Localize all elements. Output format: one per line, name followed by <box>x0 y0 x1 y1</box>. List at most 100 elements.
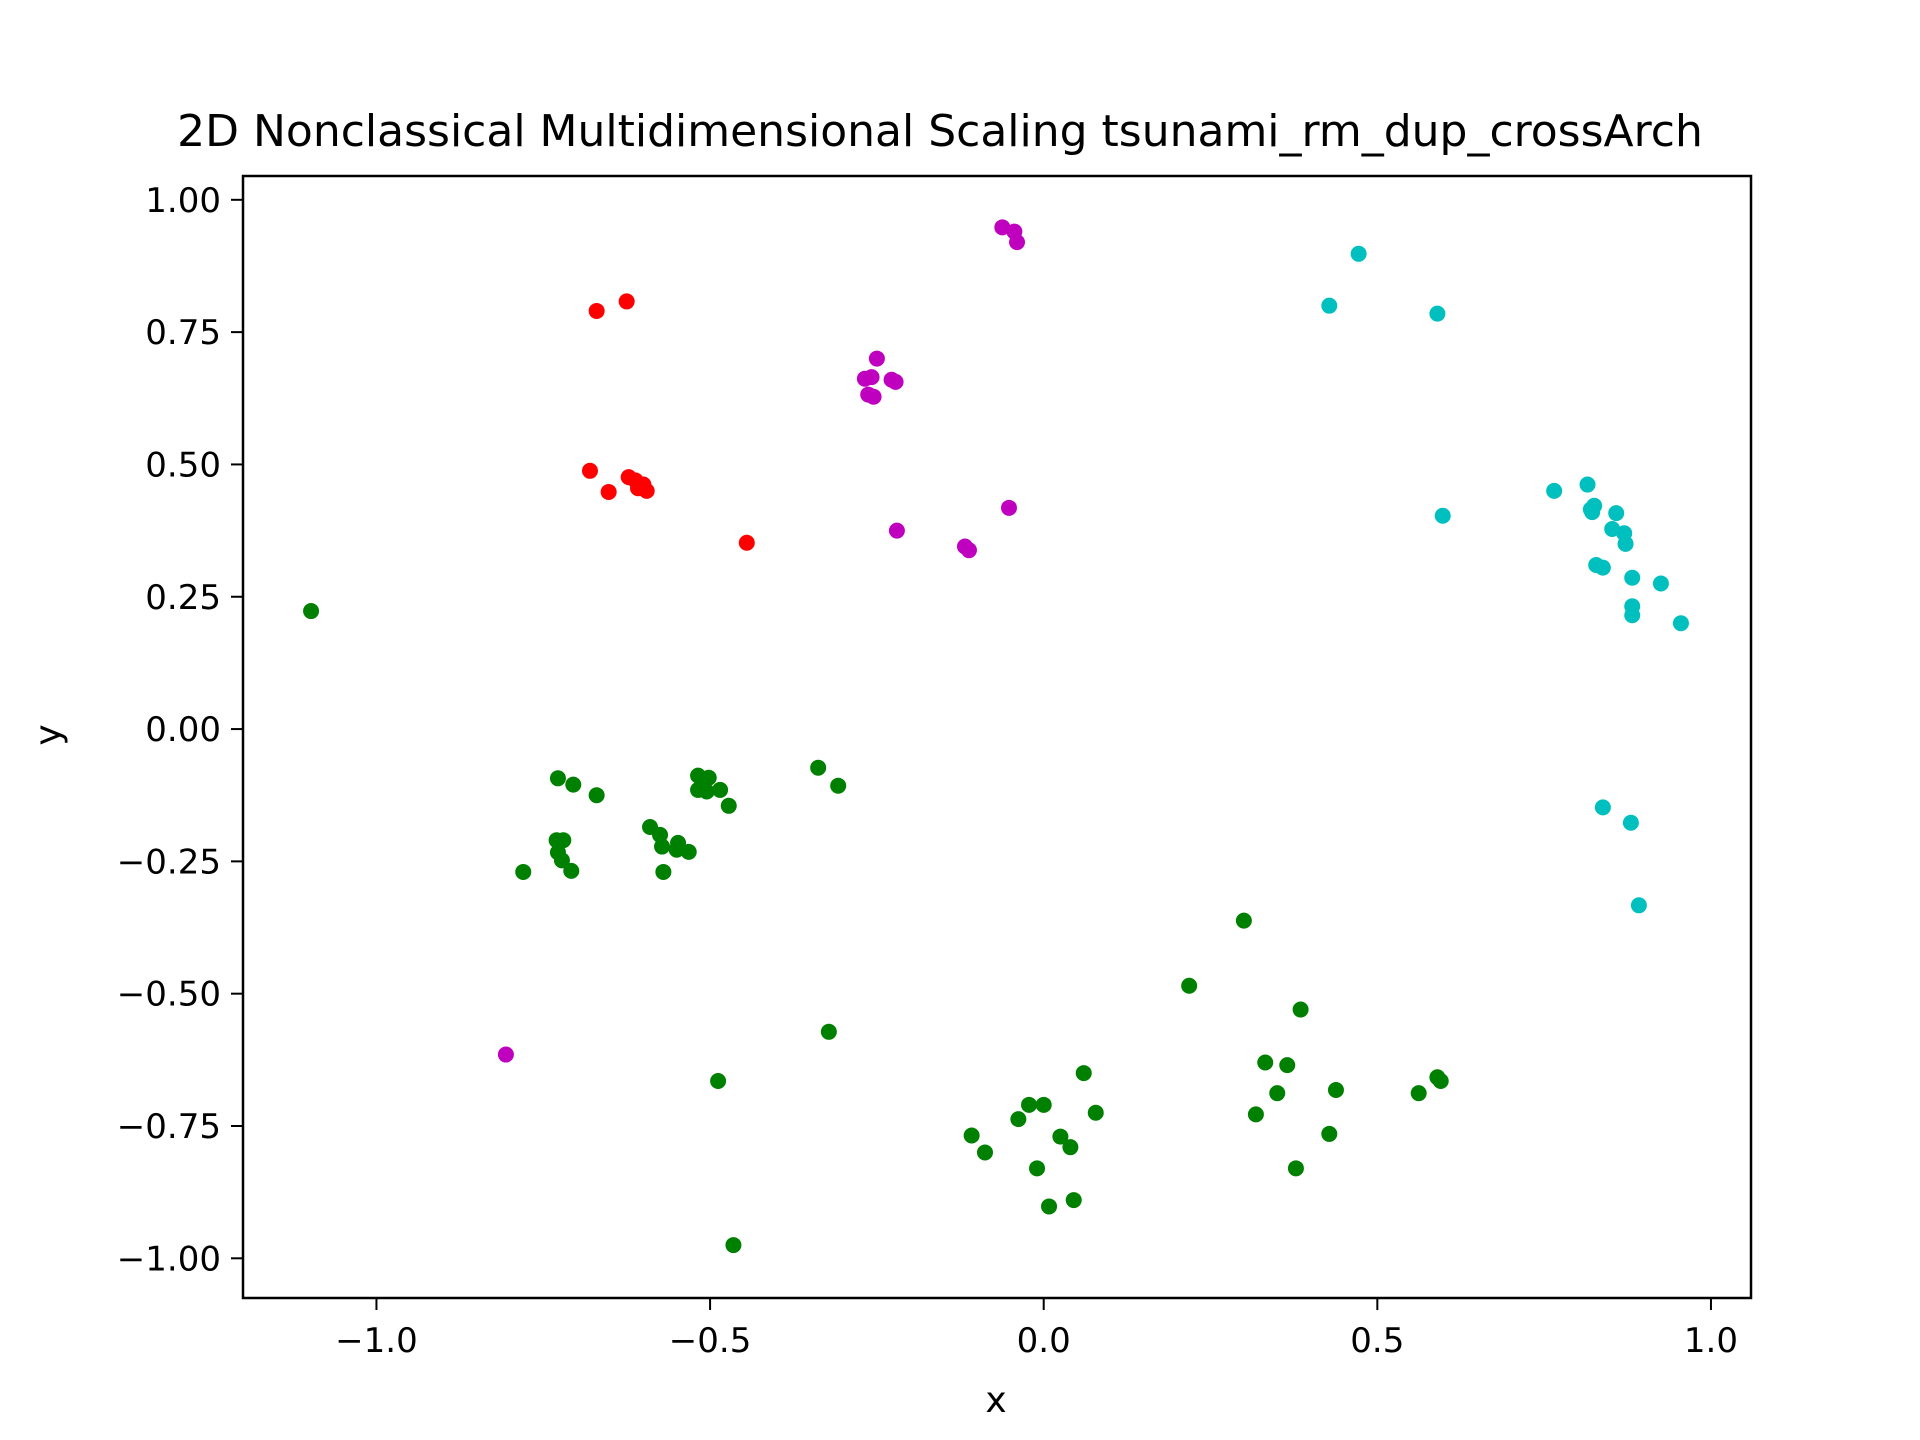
data-point <box>668 841 685 858</box>
y-tick-label: −0.75 <box>117 1107 221 1147</box>
data-point <box>1235 912 1252 929</box>
data-point <box>555 832 572 849</box>
data-point <box>1617 535 1634 552</box>
data-point <box>1321 1125 1338 1142</box>
data-point <box>1041 1198 1058 1215</box>
data-point <box>1652 575 1669 592</box>
data-point <box>1604 521 1621 538</box>
data-point <box>1035 1096 1052 1113</box>
chart-title: 2D Nonclassical Multidimensional Scaling… <box>177 106 1703 157</box>
data-point <box>654 838 671 855</box>
y-axis: 1.00 0.75 0.50 0.25 0.00 −0.25 −0.50 −0.75 −1.00 <box>117 181 243 1279</box>
y-tick-label: −1.00 <box>117 1239 221 1279</box>
series-0 <box>581 293 755 551</box>
x-axis: −1.0 −0.5 0.0 0.5 1.0 <box>335 1298 1738 1361</box>
data-point <box>588 787 605 804</box>
data-point <box>638 482 655 499</box>
data-point <box>1292 1001 1309 1018</box>
data-point <box>810 759 827 776</box>
data-point <box>588 302 605 319</box>
data-point <box>1630 897 1647 914</box>
y-tick-label: 1.00 <box>145 181 221 221</box>
data-point <box>680 843 697 860</box>
x-tick-label: −1.0 <box>335 1321 418 1361</box>
data-point <box>720 797 737 814</box>
data-point <box>888 522 905 539</box>
data-point <box>1247 1106 1264 1123</box>
x-axis-label: x <box>985 1380 1006 1421</box>
data-point <box>1052 1128 1069 1145</box>
data-point <box>963 1127 980 1144</box>
data-point <box>865 388 882 405</box>
data-point <box>581 462 598 479</box>
series-2 <box>1321 245 1689 914</box>
data-point <box>1410 1085 1427 1102</box>
y-tick-label: 0.25 <box>145 578 221 618</box>
data-point <box>738 534 755 551</box>
data-points <box>303 219 1689 1254</box>
data-point <box>1432 1073 1449 1090</box>
data-point <box>1327 1082 1344 1099</box>
data-point <box>710 1073 727 1090</box>
data-point <box>1672 615 1689 632</box>
plot-frame <box>241 174 1753 1300</box>
x-tick-label: 0.5 <box>1350 1321 1404 1361</box>
y-tick-label: 0.75 <box>145 313 221 353</box>
data-point <box>655 863 672 880</box>
data-point <box>1062 1139 1079 1156</box>
data-point <box>1429 305 1446 322</box>
data-point <box>1624 607 1641 624</box>
data-point <box>549 770 566 787</box>
y-tick-label: 0.50 <box>145 445 221 485</box>
data-point <box>1622 814 1639 831</box>
data-point <box>1594 799 1611 816</box>
x-tick-label: −0.5 <box>669 1321 752 1361</box>
data-point <box>820 1023 837 1040</box>
data-point <box>1009 234 1026 251</box>
data-point <box>1546 482 1563 499</box>
data-point <box>497 1046 514 1063</box>
data-point <box>698 783 715 800</box>
data-point <box>600 483 617 500</box>
y-tick-label: −0.50 <box>117 975 221 1015</box>
data-point <box>994 219 1011 236</box>
data-point <box>1579 476 1596 493</box>
data-point <box>1584 504 1601 521</box>
data-point <box>1181 977 1198 994</box>
data-point <box>868 350 885 367</box>
data-point <box>1021 1096 1038 1113</box>
data-point <box>725 1237 742 1254</box>
data-point <box>1087 1104 1104 1121</box>
data-point <box>515 863 532 880</box>
data-point <box>1001 499 1018 516</box>
y-tick-label: 0.00 <box>145 710 221 750</box>
data-point <box>1594 559 1611 576</box>
data-point <box>1257 1054 1274 1071</box>
data-point <box>887 373 904 390</box>
data-point <box>700 769 717 786</box>
data-point <box>1608 505 1625 522</box>
data-point <box>618 293 635 310</box>
x-tick-label: 0.0 <box>1017 1321 1071 1361</box>
data-point <box>712 781 729 798</box>
data-point <box>1279 1057 1296 1074</box>
data-point <box>553 852 570 869</box>
data-point <box>563 862 580 879</box>
data-point <box>976 1144 993 1161</box>
y-tick-label: −0.25 <box>117 842 221 882</box>
data-point <box>1065 1192 1082 1209</box>
data-point <box>1287 1160 1304 1177</box>
series-1 <box>497 219 1026 1063</box>
data-point <box>1350 245 1367 262</box>
x-tick-label: 1.0 <box>1684 1321 1738 1361</box>
data-point <box>1269 1085 1286 1102</box>
data-point <box>1624 569 1641 586</box>
data-point <box>1321 297 1338 314</box>
data-point <box>830 777 847 794</box>
y-axis-label: y <box>28 724 69 745</box>
data-point <box>863 369 880 386</box>
data-point <box>1010 1111 1027 1128</box>
data-point <box>1075 1065 1092 1082</box>
data-point <box>1029 1160 1046 1177</box>
